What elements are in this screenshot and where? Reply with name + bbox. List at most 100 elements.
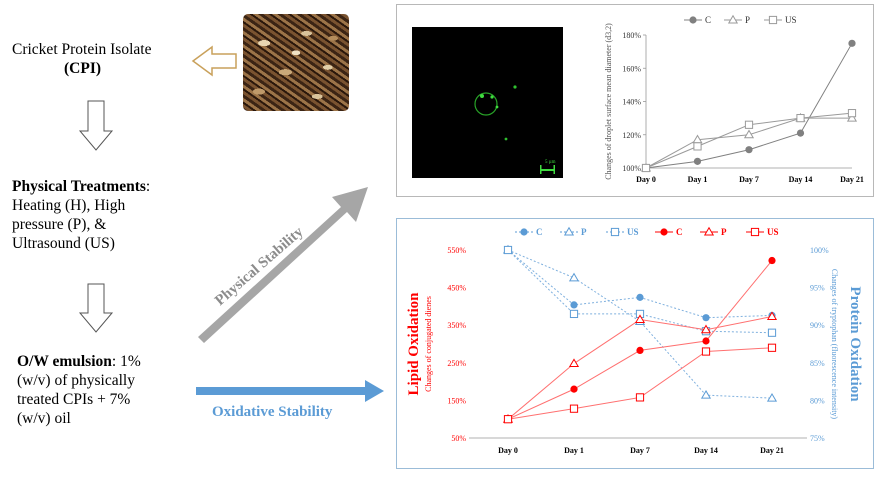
treatments-line3: Ultrasound (US)	[12, 235, 115, 252]
physical-stability-label: Physical Stability	[212, 224, 307, 309]
legend-marker	[520, 228, 528, 236]
data-point-C	[745, 146, 753, 154]
legend-label: US	[627, 227, 639, 237]
oxidative-stability-panel	[396, 218, 874, 469]
y-tick-label: 100%	[622, 164, 641, 173]
legend-label: C	[676, 227, 683, 237]
legend-marker	[727, 14, 739, 24]
y-right-axis-label: Protein Oxidation	[847, 286, 863, 402]
x-tick-label: Day 1	[564, 446, 584, 455]
treatments-label: Physical Treatments: Heating (H), High p…	[12, 177, 197, 253]
legend-marker	[689, 16, 697, 24]
data-point-blue-P	[700, 389, 712, 399]
data-point-red-P	[766, 311, 778, 321]
emulsion-title: O/W emulsion	[17, 353, 112, 370]
data-point-red-US	[569, 404, 579, 413]
micrograph-svg: 5 µm	[474, 85, 556, 174]
emulsion-line2: (w/v) of physically	[17, 372, 135, 389]
series-line-blue-C	[507, 249, 773, 319]
legend-label: C	[705, 15, 711, 25]
y-tick-label: 180%	[622, 31, 641, 40]
droplet-spot	[495, 105, 499, 109]
data-point-blue-P	[766, 392, 778, 402]
data-point-red-C	[636, 346, 644, 354]
treatments-title: Physical Treatments	[12, 178, 146, 195]
data-point-blue-US	[767, 328, 777, 337]
data-point-P	[846, 112, 858, 122]
data-point-blue-C	[636, 293, 644, 301]
data-point-US	[693, 142, 702, 151]
data-point-C	[796, 129, 805, 137]
data-point-red-US	[503, 415, 513, 424]
data-point-red-P	[700, 324, 712, 334]
y-tick-label: 120%	[622, 131, 641, 140]
open-down-arrow-icon-1	[78, 100, 114, 151]
scale-bar-cap	[540, 165, 542, 174]
emulsion-line3: treated CPIs + 7%	[17, 391, 131, 408]
legend-marker	[768, 15, 778, 25]
legend-label: P	[745, 15, 750, 25]
data-point-US	[744, 120, 754, 129]
emulsion-line1: : 1%	[111, 353, 141, 370]
x-tick-label: Day 14	[789, 175, 813, 184]
droplet-spot	[504, 137, 508, 141]
data-point-red-P	[634, 314, 646, 324]
x-tick-label: Day 7	[630, 446, 650, 455]
x-tick-label: Day 1	[688, 175, 708, 184]
data-point-US	[847, 109, 857, 118]
y-axis-label: Changes of droplet surface mean diameter…	[604, 23, 613, 180]
oxidative-stability-label: Oxidative Stability	[212, 404, 333, 420]
oxidative-stability-arrow-icon	[196, 380, 384, 402]
y-right-tick-label: 90%	[810, 321, 825, 330]
y-right-axis-sublabel: Changes of tryptophan (fluorescence inte…	[830, 269, 839, 420]
y-left-tick-label: 50%	[451, 434, 466, 443]
emulsion-label: O/W emulsion: 1% (w/v) of physically tre…	[17, 352, 197, 428]
droplet-ring	[474, 92, 498, 116]
physical-stability-arrow-icon	[198, 187, 368, 343]
scale-label: 5 µm	[545, 160, 556, 165]
x-tick-label: Day 0	[636, 175, 656, 184]
cpi-line2: (CPI)	[64, 60, 102, 77]
treatments-line2: pressure (P), &	[12, 216, 107, 233]
y-right-tick-label: 85%	[810, 359, 825, 368]
x-tick-label: Day 21	[840, 175, 864, 184]
data-point-blue-P	[568, 272, 580, 282]
data-point-C	[848, 39, 856, 47]
data-point-C	[693, 157, 702, 165]
data-point-P	[743, 129, 755, 139]
data-point-red-P	[568, 358, 580, 368]
legend-marker	[750, 227, 760, 237]
emulsion-line4: (w/v) oil	[17, 410, 71, 427]
y-right-tick-label: 100%	[810, 246, 829, 255]
droplet-spot	[513, 85, 517, 89]
data-point-red-US	[701, 347, 711, 356]
data-point-blue-C	[702, 314, 710, 322]
legend-label: P	[721, 227, 727, 237]
y-left-tick-label: 350%	[447, 321, 466, 330]
data-point-blue-US	[569, 309, 579, 319]
confocal-micrograph: 5 µm	[412, 27, 563, 178]
data-point-red-C	[570, 385, 578, 393]
legend-label: US	[785, 15, 797, 25]
y-left-axis-sublabel: Changes of conjugated dienes	[424, 296, 433, 392]
x-tick-label: Day 21	[760, 446, 784, 455]
treatments-line1: Heating (H), High	[12, 197, 126, 214]
cricket-photo	[243, 14, 349, 111]
x-tick-label: Day 14	[694, 446, 718, 455]
legend-marker	[610, 227, 620, 237]
droplet-size-chart: 100% 120% 140% 160% 180% Day 0 Day 1 Day 7 Day 1…	[604, 14, 864, 184]
y-left-tick-label: 250%	[447, 359, 466, 368]
y-right-tick-label: 75%	[810, 434, 825, 443]
data-point-blue-US	[503, 245, 513, 255]
data-point-blue-C	[570, 301, 578, 309]
legend-label: US	[767, 227, 779, 237]
y-left-tick-label: 450%	[447, 284, 466, 293]
y-tick-label: 160%	[622, 64, 641, 73]
legend-marker	[563, 226, 575, 236]
scale-bar-cap	[553, 165, 555, 174]
y-left-tick-label: 150%	[447, 396, 466, 405]
data-point-red-US	[767, 343, 777, 352]
y-left-tick-label: 550%	[447, 246, 466, 255]
droplet-spot	[480, 94, 484, 98]
